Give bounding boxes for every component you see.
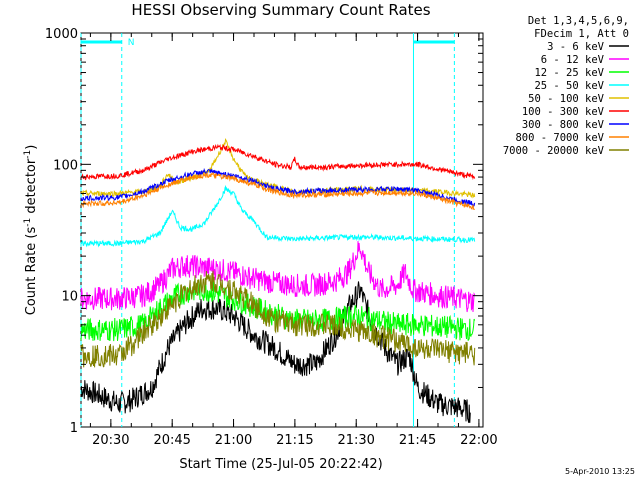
x-tick-label: 21:45 [399, 433, 436, 448]
y-tick-label: 1000 [45, 27, 78, 42]
legend-label: 300 - 800 keV [522, 119, 605, 131]
legend-label: 50 - 100 keV [528, 93, 605, 105]
axis-ticks: 20:30 20:45 21:00 21:15 21:30 21:45 22:00 1 10 10… [45, 27, 498, 448]
legend-label: 100 - 300 keV [522, 106, 605, 118]
series-line [80, 281, 471, 423]
x-axis-label: Start Time (25-Jul-05 20:22:42) [179, 457, 382, 472]
series-line [80, 241, 476, 313]
y-label-sup-1: -1 [23, 218, 33, 227]
y-axis-label: Count Rate (s-1 detector-1) [23, 145, 39, 316]
legend: Det 1,3,4,5,6,9, FDecim 1, Att 0 3 - 6 k… [503, 15, 629, 157]
x-tick-label: 20:30 [92, 433, 129, 448]
night-marker-label: N [128, 38, 135, 48]
legend-label: 6 - 12 keV [541, 54, 605, 66]
x-tick-label: 21:30 [337, 433, 374, 448]
legend-header-2: FDecim 1, Att 0 [534, 28, 629, 40]
plot-area [80, 32, 484, 428]
legend-label: 7000 - 20000 keV [503, 145, 605, 157]
legend-label: 12 - 25 keV [534, 67, 604, 79]
series-line [80, 167, 476, 207]
series-line [80, 171, 476, 210]
y-label-part-1: Count Rate (s [24, 227, 39, 316]
chart-title: HESSI Observing Summary Count Rates [131, 1, 430, 19]
y-label-part-3: ) [24, 145, 39, 150]
y-label-sup-2: -1 [23, 150, 33, 159]
plot-frame [80, 32, 484, 428]
series-line [80, 270, 476, 368]
legend-label: 800 - 7000 keV [515, 132, 604, 144]
x-tick-label: 22:00 [460, 433, 497, 448]
footer-timestamp: 5-Apr-2010 13:25 [565, 467, 635, 476]
x-tick-label: 20:45 [153, 433, 190, 448]
night-intervals: N [80, 33, 455, 427]
y-label-part-2: detector [24, 158, 39, 218]
series-line [80, 278, 476, 342]
series-lines [80, 138, 476, 423]
y-tick-label: 100 [53, 158, 78, 173]
legend-header-1: Det 1,3,4,5,6,9, [528, 15, 629, 27]
y-tick-label: 10 [61, 290, 78, 305]
series-line [80, 143, 476, 181]
legend-label: 25 - 50 keV [534, 80, 604, 92]
legend-label: 3 - 6 keV [547, 41, 605, 53]
y-tick-label: 1 [70, 421, 78, 436]
x-tick-label: 21:00 [215, 433, 252, 448]
series-line [80, 184, 476, 248]
x-tick-label: 21:15 [276, 433, 313, 448]
